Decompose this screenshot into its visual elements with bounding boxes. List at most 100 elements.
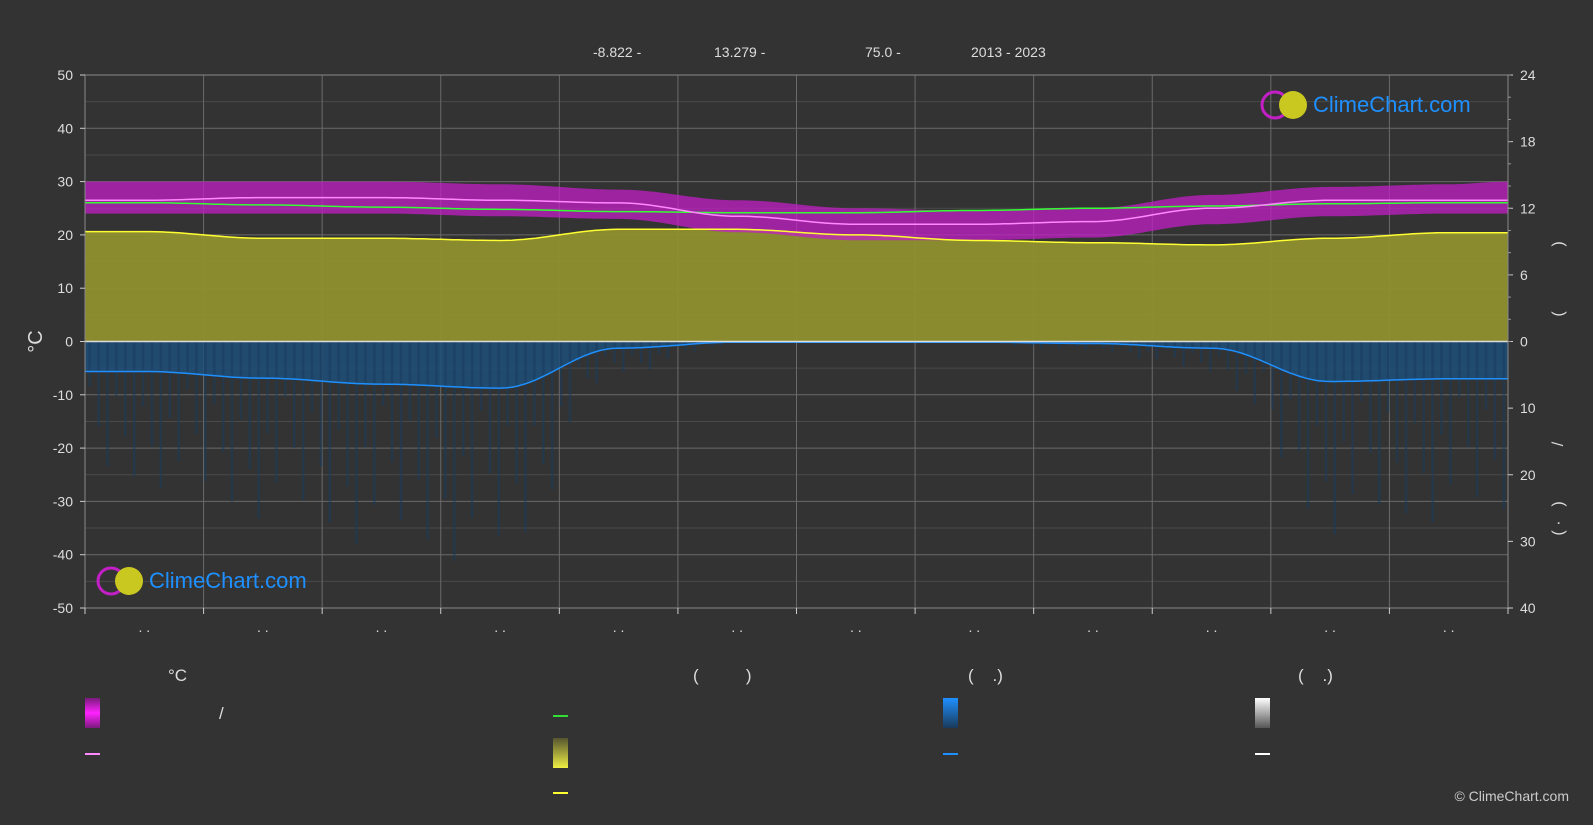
- legend-snow-line: [1255, 753, 1270, 755]
- precip-streak: [435, 341, 438, 438]
- precip-streak: [212, 341, 216, 405]
- y-tick-label-left: -30: [53, 493, 73, 509]
- precip-streak: [1271, 341, 1274, 410]
- y-tick-label-left: 0: [65, 334, 73, 350]
- precip-streak: [355, 341, 358, 545]
- x-tick-label: . .: [613, 619, 625, 635]
- y-tick-label-left: -50: [53, 600, 73, 616]
- precip-streak: [1182, 341, 1185, 367]
- x-tick-label: . .: [731, 619, 743, 635]
- precip-streak: [1244, 341, 1248, 375]
- precip-streak: [248, 341, 252, 470]
- precip-streak: [470, 341, 474, 519]
- precip-streak: [1369, 341, 1372, 453]
- precip-streak: [1324, 341, 1328, 482]
- x-tick-label: . .: [1087, 619, 1099, 635]
- precip-streak: [1129, 341, 1132, 353]
- legend-temp-range-swatch: [85, 698, 100, 728]
- precip-streak: [1484, 341, 1488, 410]
- y-axis-label-right: /: [1550, 441, 1567, 446]
- precip-streak: [381, 341, 385, 406]
- y-axis-label-left: °C: [25, 330, 47, 352]
- precip-streak: [488, 341, 492, 474]
- precip-streak: [293, 341, 296, 449]
- y-tick-label-right: 24: [1520, 67, 1536, 83]
- precip-streak: [97, 341, 100, 427]
- precip-streak: [337, 341, 340, 431]
- precip-streak: [1075, 341, 1079, 347]
- precip-streak: [1137, 341, 1141, 359]
- precip-streak: [648, 341, 652, 370]
- y-axis-label-right: ): [1550, 501, 1567, 506]
- legend-avg-temp-line: [85, 753, 100, 755]
- precip-streak: [1253, 341, 1257, 405]
- y-tick-label-right: 18: [1520, 134, 1536, 150]
- x-tick-label: . .: [1443, 619, 1455, 635]
- y-tick-label-left: 10: [57, 280, 73, 296]
- precip-streak: [1040, 341, 1043, 349]
- precip-streak: [533, 341, 536, 427]
- precip-streak: [1306, 341, 1310, 509]
- header-elevation: 75.0 -: [865, 44, 901, 60]
- precip-streak: [1031, 341, 1034, 347]
- precip-streak: [1164, 341, 1168, 350]
- precip-streak: [1431, 341, 1434, 523]
- precip-streak: [1458, 341, 1461, 398]
- precip-streak: [301, 341, 305, 501]
- y-tick-label-right: 20: [1520, 467, 1536, 483]
- precip-streak: [1413, 341, 1417, 424]
- precip-streak: [639, 341, 643, 364]
- precip-streak: [284, 341, 287, 398]
- precip-streak: [550, 341, 554, 490]
- y-tick-label-right: 12: [1520, 200, 1536, 216]
- legend-sun-heading: ( ): [693, 666, 752, 685]
- precip-streak: [711, 341, 714, 346]
- precip-streak: [257, 341, 260, 519]
- y-tick-label-left: 20: [57, 227, 73, 243]
- y-tick-label-left: -10: [53, 387, 73, 403]
- precip-streak: [364, 341, 367, 448]
- precip-streak: [1422, 341, 1426, 474]
- precip-streak: [595, 341, 598, 384]
- precip-streak: [1404, 341, 1408, 513]
- precip-streak: [417, 341, 421, 480]
- precip-area: [85, 341, 1508, 389]
- x-tick-label: . .: [494, 619, 506, 635]
- precip-streak: [319, 341, 323, 467]
- precip-streak: [479, 341, 483, 412]
- legend-daylight-line: [553, 715, 568, 717]
- precip-streak: [1502, 341, 1506, 510]
- precip-streak: [177, 341, 180, 462]
- precip-streak: [88, 341, 91, 387]
- precip-streak: [1084, 341, 1088, 350]
- precip-streak: [568, 341, 572, 423]
- precip-streak: [1493, 341, 1497, 460]
- x-tick-label: . .: [1206, 619, 1218, 635]
- precip-streak: [1013, 341, 1016, 347]
- precip-streak: [666, 341, 670, 359]
- precip-streak: [1333, 341, 1337, 535]
- x-tick-label: . .: [257, 619, 269, 635]
- precip-streak: [132, 341, 136, 477]
- precip-streak: [559, 341, 563, 407]
- precip-streak: [657, 341, 661, 355]
- precip-streak: [239, 341, 243, 420]
- precip-streak: [1102, 341, 1105, 349]
- precip-streak: [1200, 341, 1203, 363]
- header-longitude: 13.279 -: [714, 44, 766, 60]
- precip-streak: [613, 341, 616, 364]
- header-years: 2013 - 2023: [971, 44, 1046, 60]
- precip-streak: [1466, 341, 1470, 448]
- x-tick-label: . .: [138, 619, 150, 635]
- precip-streak: [124, 341, 127, 437]
- climechart-logo-icon: [1260, 90, 1307, 120]
- precip-streak: [497, 341, 501, 536]
- precip-streak: [675, 341, 678, 348]
- precip-streak: [1395, 341, 1399, 464]
- precip-streak: [275, 341, 278, 483]
- logo-text: ClimeChart.com: [1313, 92, 1471, 117]
- precip-streak: [328, 341, 332, 523]
- precip-streak: [204, 341, 207, 481]
- precip-streak: [1280, 341, 1283, 458]
